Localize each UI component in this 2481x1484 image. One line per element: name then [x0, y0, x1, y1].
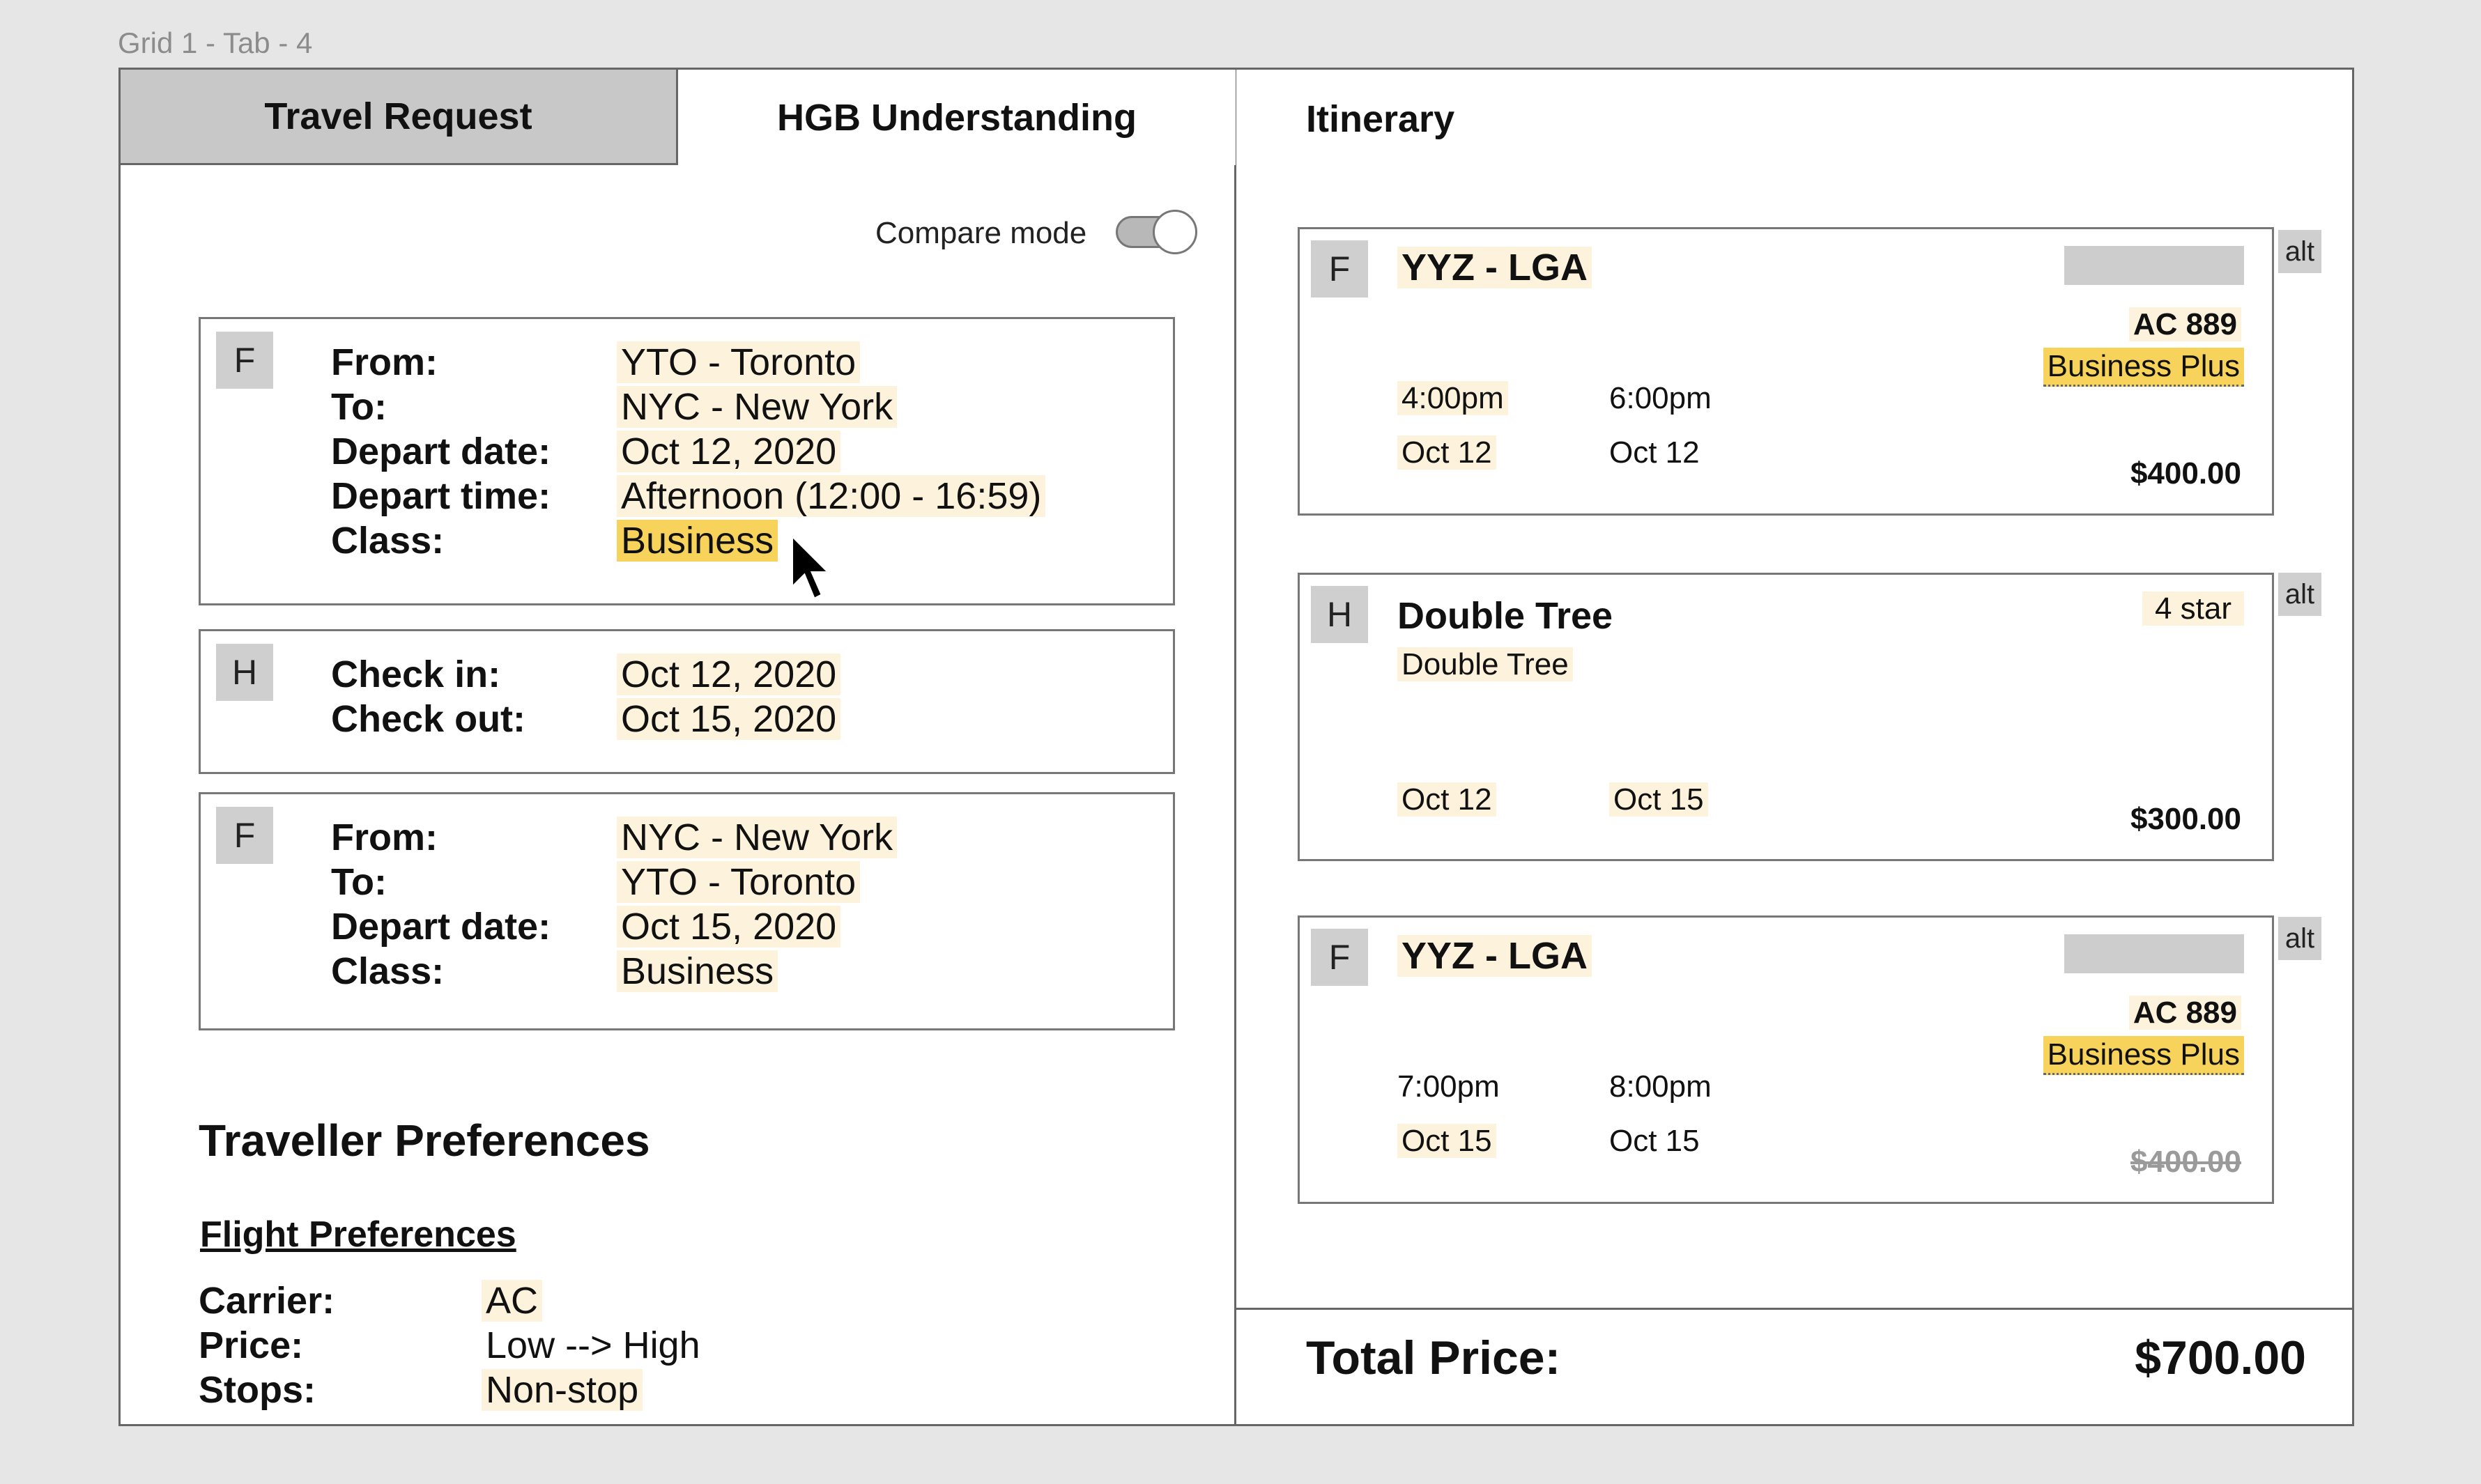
flight-number: AC 889: [2128, 307, 2241, 341]
request-card-flight-2: F From: NYC - New York To: YTO - Toronto…: [199, 792, 1175, 1030]
class-value[interactable]: Business: [617, 520, 778, 562]
hotel-badge: H: [216, 644, 273, 701]
price: $400.00: [2130, 1145, 2241, 1179]
hotel-rating: 4 star: [2142, 592, 2244, 626]
itinerary-panel: Itinerary F YYZ - LGA AC 889 Business Pl…: [1236, 68, 2354, 1426]
depart-date-value: Oct 12, 2020: [617, 431, 841, 472]
hotel-name: Double Tree: [1397, 595, 1613, 637]
tab-travel-request[interactable]: Travel Request: [121, 70, 678, 165]
from-value: YTO - Toronto: [617, 341, 861, 383]
to-value: YTO - Toronto: [617, 861, 861, 903]
frame-label: Grid 1 - Tab - 4: [118, 26, 313, 59]
fare-class: Business Plus: [2043, 1036, 2244, 1075]
check-out-value: Oct 15, 2020: [617, 698, 841, 740]
airline-logo-placeholder: [2064, 246, 2244, 285]
tab-hgb-understanding[interactable]: HGB Understanding: [678, 70, 1236, 165]
toggle-knob: [1153, 210, 1197, 254]
class-value: Business: [617, 950, 778, 992]
route: YYZ - LGA: [1397, 935, 1592, 977]
arrive-time: 6:00pm: [1609, 381, 1712, 415]
fare-class: Business Plus: [2043, 348, 2244, 387]
pref-label: Price:: [199, 1324, 304, 1366]
travel-request-panel: Travel Request HGB Understanding Compare…: [118, 68, 1236, 1426]
total-price-label: Total Price:: [1306, 1331, 1561, 1384]
check-in-date: Oct 12: [1397, 782, 1496, 817]
price: $300.00: [2130, 802, 2241, 836]
flight-badge: F: [216, 332, 273, 389]
flight-badge: F: [1311, 240, 1368, 297]
compare-mode-label: Compare mode: [875, 216, 1087, 250]
request-card-flight-1: F From: YTO - Toronto To: NYC - New York…: [199, 317, 1175, 605]
route: YYZ - LGA: [1397, 247, 1592, 288]
row-label: Class:: [331, 950, 445, 992]
flight-preferences-title: Flight Preferences: [200, 1214, 516, 1255]
carrier-value: AC: [482, 1280, 543, 1322]
hotel-sub: Double Tree: [1397, 647, 1573, 681]
price: $400.00: [2130, 456, 2241, 490]
check-out-date: Oct 15: [1609, 782, 1708, 817]
row-label: Depart date:: [331, 431, 551, 472]
total-divider: [1236, 1308, 2354, 1310]
compare-mode-toggle[interactable]: [1116, 210, 1197, 254]
row-label: Class:: [331, 520, 445, 562]
arrive-time: 8:00pm: [1609, 1069, 1712, 1104]
check-in-value: Oct 12, 2020: [617, 654, 841, 695]
stops-value: Non-stop: [482, 1369, 643, 1411]
from-value: NYC - New York: [617, 817, 898, 858]
row-label: Check out:: [331, 698, 526, 740]
hotel-badge: H: [1311, 586, 1368, 643]
row-label: To:: [331, 386, 387, 428]
depart-date-value: Oct 15, 2020: [617, 906, 841, 948]
pref-label: Carrier:: [199, 1280, 335, 1322]
arrive-date: Oct 12: [1609, 435, 1700, 470]
itinerary-hotel[interactable]: H Double Tree Double Tree 4 star Oct 12 …: [1298, 573, 2274, 861]
row-label: Depart time:: [331, 475, 551, 517]
mouse-cursor-icon: [790, 534, 831, 601]
alt-button[interactable]: alt: [2278, 230, 2321, 273]
depart-date: Oct 15: [1397, 1124, 1496, 1158]
request-card-hotel: H Check in: Oct 12, 2020 Check out: Oct …: [199, 629, 1175, 774]
depart-time-value: Afternoon (12:00 - 16:59): [617, 475, 1046, 517]
total-price-value: $700.00: [2135, 1331, 2306, 1384]
row-label: Check in:: [331, 654, 501, 695]
itinerary-flight-1[interactable]: F YYZ - LGA AC 889 Business Plus 4:00pm …: [1298, 227, 2274, 516]
airline-logo-placeholder: [2064, 934, 2244, 973]
itinerary-flight-2[interactable]: F YYZ - LGA AC 889 Business Plus 7:00pm …: [1298, 915, 2274, 1204]
pref-label: Stops:: [199, 1369, 316, 1411]
depart-time: 7:00pm: [1397, 1069, 1500, 1104]
flight-number: AC 889: [2128, 996, 2241, 1030]
row-label: From:: [331, 341, 438, 383]
traveller-preferences-title: Traveller Preferences: [199, 1115, 650, 1166]
to-value: NYC - New York: [617, 386, 898, 428]
row-label: Depart date:: [331, 906, 551, 948]
price-pref-value: Low --> High: [486, 1324, 700, 1366]
flight-badge: F: [1311, 929, 1368, 986]
alt-button[interactable]: alt: [2278, 917, 2321, 960]
arrive-date: Oct 15: [1609, 1124, 1700, 1158]
row-label: From:: [331, 817, 438, 858]
flight-badge: F: [216, 807, 273, 864]
depart-date: Oct 12: [1397, 435, 1496, 470]
depart-time: 4:00pm: [1397, 381, 1508, 415]
row-label: To:: [331, 861, 387, 903]
alt-button[interactable]: alt: [2278, 573, 2321, 616]
itinerary-title: Itinerary: [1306, 98, 1455, 140]
